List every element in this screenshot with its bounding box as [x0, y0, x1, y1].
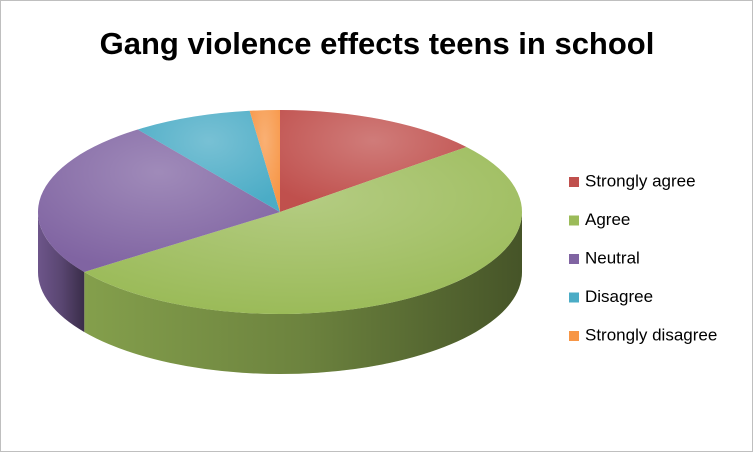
slice-gloss [249, 110, 280, 212]
legend-swatch [569, 331, 579, 341]
slice-gloss [37, 129, 281, 272]
slice-side-shade [84, 212, 522, 374]
chart-title: Gang violence effects teens in school [100, 26, 655, 61]
legend-label: Disagree [585, 287, 653, 306]
legend-label: Strongly agree [585, 171, 696, 190]
legend-swatch [569, 292, 579, 303]
legend-swatch [569, 177, 579, 187]
legend-label: Neutral [585, 248, 640, 267]
slice-side-shade [38, 212, 85, 332]
legend-label: Agree [585, 210, 630, 229]
slice-gloss [280, 110, 467, 212]
slice-gloss [137, 110, 280, 212]
slice-gloss [84, 146, 523, 315]
legend-label: Strongly disagree [585, 325, 717, 344]
legend-swatch [569, 254, 579, 264]
legend-swatch [569, 215, 579, 226]
